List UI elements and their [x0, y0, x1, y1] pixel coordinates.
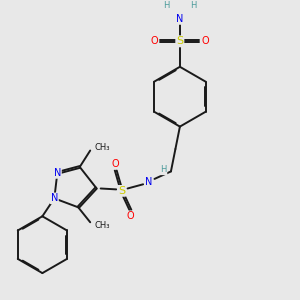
Text: CH₃: CH₃	[95, 221, 110, 230]
Text: N: N	[51, 194, 58, 203]
Text: H: H	[160, 166, 167, 175]
Text: O: O	[151, 36, 158, 46]
Text: O: O	[202, 36, 209, 46]
Text: S: S	[118, 186, 125, 196]
Text: S: S	[176, 36, 184, 46]
Text: N: N	[176, 14, 184, 24]
Text: H: H	[163, 1, 170, 10]
Text: O: O	[112, 159, 119, 169]
Text: H: H	[190, 1, 196, 10]
Text: CH₃: CH₃	[95, 143, 110, 152]
Text: N: N	[54, 168, 61, 178]
Text: O: O	[127, 211, 134, 221]
Text: N: N	[145, 177, 152, 187]
